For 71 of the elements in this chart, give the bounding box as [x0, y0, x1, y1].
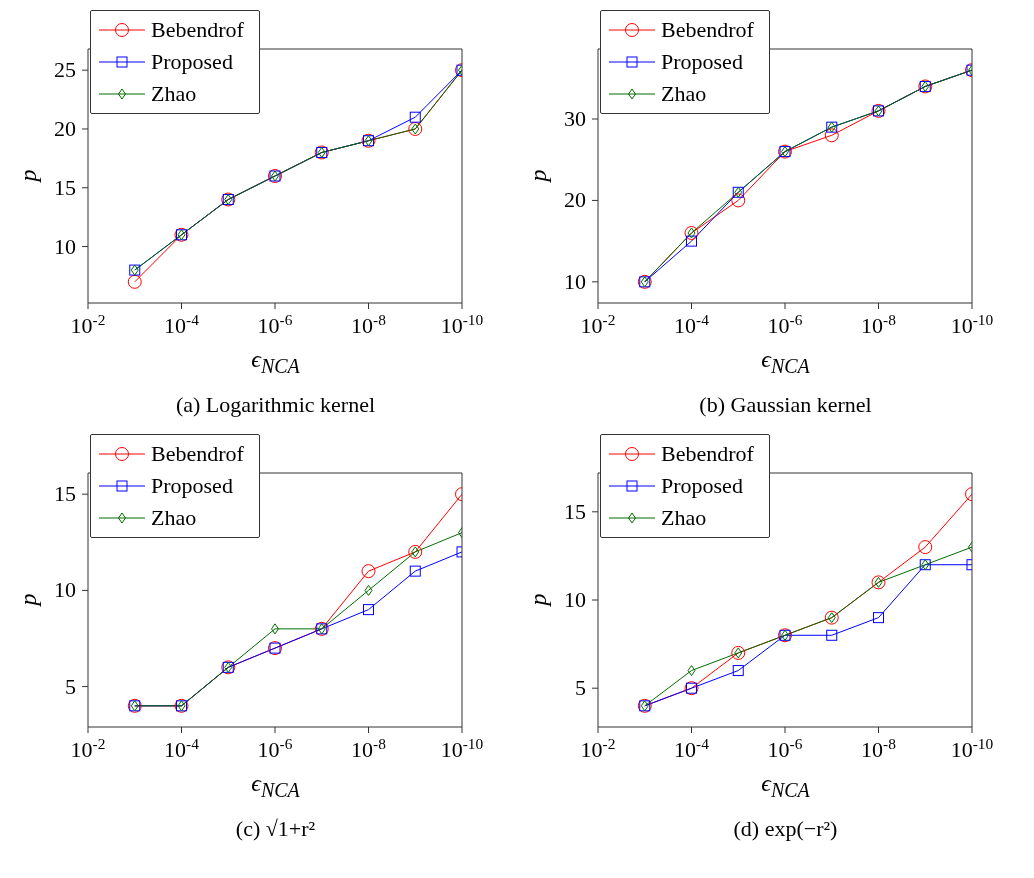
x-tick-label: 10$^{-10}$: [950, 310, 994, 338]
x-tick-label: 10$^{-8}$: [351, 310, 387, 338]
legend-label: Zhao: [661, 80, 708, 108]
y-tick-label: 10: [54, 577, 76, 603]
y-axis-title: p: [524, 593, 552, 606]
point: [824, 128, 839, 143]
y-tick-label: 15: [564, 498, 586, 524]
point: [873, 611, 884, 623]
x-tick-label: 10$^{-10}$: [440, 734, 484, 762]
y-tick-label: 15: [54, 480, 76, 506]
y-tick-label: 10: [54, 233, 76, 259]
y-tick-label: 30: [564, 106, 586, 132]
y-tick-label: 15: [54, 174, 76, 200]
x-tick-label: 10$^{-6}$: [767, 734, 803, 762]
legend-label: Zhao: [151, 80, 198, 108]
point: [409, 111, 421, 123]
y-tick-label: 20: [564, 187, 586, 213]
y-tick-label: 10: [564, 586, 586, 612]
text: (b) Gaussian kernel: [698, 391, 873, 418]
legend-label: Bebendrof: [661, 439, 755, 468]
x-axis-title: ϵ$_{NCA}$: [250, 769, 301, 802]
y-axis-title: p: [14, 593, 42, 606]
x-tick-label: 10$^{-8}$: [861, 310, 897, 338]
point: [826, 629, 838, 641]
x-tick-label: 10$^{-4}$: [674, 310, 710, 338]
x-tick-label: 10$^{-2}$: [70, 310, 106, 338]
text: (a) Logarithmic kernel: [174, 391, 377, 418]
point: [409, 565, 421, 577]
legend-label: Zhao: [151, 503, 198, 532]
point: [361, 563, 376, 578]
point: [686, 235, 697, 247]
x-tick-label: 10$^{-6}$: [767, 310, 803, 338]
y-tick-label: 20: [54, 115, 76, 141]
x-axis-title: ϵ$_{NCA}$: [250, 346, 301, 378]
x-tick-label: 10$^{-8}$: [861, 734, 897, 762]
point: [731, 193, 746, 208]
x-tick-label: 10$^{-2}$: [70, 734, 106, 762]
x-tick-label: 10$^{-4}$: [674, 734, 710, 762]
y-tick-label: 5: [65, 673, 76, 699]
legend-label: Bebendrof: [151, 16, 245, 44]
x-tick-label: 10$^{-6}$: [257, 310, 293, 338]
x-tick-label: 10$^{-4}$: [164, 310, 200, 338]
legend-label: Bebendrof: [661, 16, 755, 44]
point: [732, 664, 744, 676]
point: [918, 539, 933, 554]
text: (d) exp(−r²): [732, 815, 839, 842]
point: [687, 664, 696, 676]
y-tick-label: 5: [575, 674, 586, 700]
x-axis-title: ϵ$_{NCA}$: [760, 346, 811, 378]
point: [364, 584, 373, 596]
text: (c) √1+r²: [234, 815, 317, 842]
y-axis-title: p: [524, 169, 552, 182]
y-axis-title: p: [14, 169, 42, 182]
legend-label: Proposed: [151, 48, 234, 76]
legend-label: Proposed: [661, 471, 744, 500]
x-tick-label: 10$^{-6}$: [257, 734, 293, 762]
legend-label: Proposed: [661, 48, 744, 76]
y-tick-label: 25: [54, 57, 76, 83]
point: [363, 603, 374, 615]
legend-label: Zhao: [661, 503, 708, 532]
x-tick-label: 10$^{-2}$: [580, 310, 616, 338]
x-axis-title: ϵ$_{NCA}$: [760, 769, 811, 802]
legend-label: Proposed: [151, 471, 234, 500]
point: [127, 274, 142, 289]
x-tick-label: 10$^{-4}$: [164, 734, 200, 762]
x-tick-label: 10$^{-10}$: [950, 734, 994, 762]
x-tick-label: 10$^{-8}$: [351, 734, 387, 762]
x-tick-label: 10$^{-10}$: [440, 310, 484, 338]
x-tick-label: 10$^{-2}$: [580, 734, 616, 762]
legend-label: Bebendrof: [151, 439, 245, 468]
y-tick-label: 10: [564, 268, 586, 294]
